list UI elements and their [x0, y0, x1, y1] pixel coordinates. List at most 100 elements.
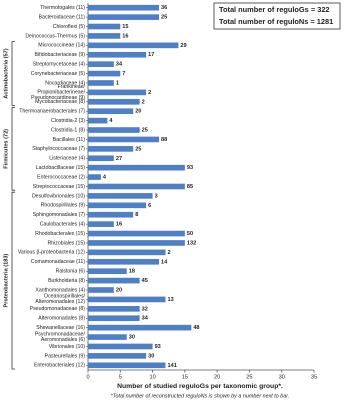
y-tick-label: Sphingomonadales (7) — [33, 212, 85, 218]
data-label: 30 — [148, 353, 154, 359]
bar — [88, 353, 147, 359]
data-label: 141 — [167, 363, 176, 369]
bar — [88, 174, 101, 180]
data-label: 7 — [122, 71, 125, 77]
x-tick-label: 0 — [86, 374, 89, 380]
y-tick-label: Staphylococcaceae (7) — [32, 146, 85, 152]
bar — [88, 324, 192, 331]
y-tick-label: Enterococcaceae (2) — [37, 174, 85, 180]
y-tick-label: Streptococcaceae (15) — [33, 184, 85, 190]
y-tick-label: Rhodobacterales (15) — [35, 231, 85, 237]
y-tick-label: Pseudomonadaceae (8) — [30, 306, 86, 312]
bar — [88, 155, 114, 162]
data-label: 25 — [161, 15, 167, 21]
group-label: Proteobacteria (183) — [3, 254, 9, 308]
bar — [88, 164, 185, 171]
bar — [88, 61, 114, 67]
bar — [88, 136, 160, 143]
data-label: 4 — [103, 175, 107, 181]
data-label: 3 — [155, 193, 158, 199]
y-tick-label: Thermotogales (11) — [40, 5, 85, 11]
data-label: 36 — [161, 5, 167, 11]
y-tick-label: Bifidobacteriaceae (9) — [35, 52, 86, 58]
bar — [88, 296, 166, 303]
y-tick-label: Thermoanaerobacterales (7) — [19, 109, 85, 115]
y-tick-label: Nocardiaceae (4) — [45, 80, 85, 86]
data-label: 93 — [155, 344, 161, 350]
bar — [88, 193, 153, 199]
x-tick-label: 35 — [311, 374, 317, 380]
data-label: 88 — [161, 137, 167, 143]
data-label: 4 — [109, 118, 113, 124]
bar — [88, 98, 140, 105]
y-tick-label: Shewanellaceae (16) — [36, 325, 85, 331]
annotation-box — [213, 2, 341, 30]
data-label: 16 — [116, 222, 122, 228]
data-label: 1 — [116, 80, 119, 86]
bar — [88, 315, 140, 322]
bar — [88, 23, 121, 30]
y-tick-label: Pasteurellales (9) — [45, 353, 86, 359]
bar — [88, 221, 114, 227]
x-tick-label: 15 — [182, 374, 188, 380]
data-label: 17 — [148, 52, 154, 58]
y-tick-label: Bacillales (11) — [53, 137, 85, 143]
bar — [88, 146, 134, 152]
y-tick-label: Alteromonadales (8) — [38, 316, 85, 322]
bar — [88, 51, 147, 58]
data-label: 16 — [122, 33, 128, 39]
y-tick-label: Xanthomonadales (4) — [35, 287, 85, 293]
y-tick-label: Desulfovibrionales (10) — [32, 193, 85, 199]
data-label: 2 — [148, 90, 151, 96]
bar — [88, 268, 127, 275]
bar — [88, 258, 160, 265]
data-label: 20 — [116, 287, 122, 293]
group-label: Firmicutes (72) — [3, 129, 9, 169]
group-bracket — [11, 107, 15, 191]
bar — [88, 334, 127, 340]
data-label: 29 — [180, 43, 186, 49]
data-label: 25 — [142, 128, 148, 134]
data-label: 27 — [116, 156, 122, 162]
data-label: 15 — [122, 24, 128, 30]
y-tick-label: Clostridia-1 (8) — [51, 127, 85, 133]
y-tick-label: Lactobacillaceae (15) — [36, 165, 86, 171]
y-tick-label: Enterobacteriales (12) — [34, 363, 85, 369]
annotation: Total number of reguloGs = 322 — [219, 5, 330, 14]
y-tick-label: Rhizobiales (15) — [48, 240, 86, 246]
annotation: Total number of reguloNs = 1281 — [219, 17, 333, 26]
data-label: 50 — [187, 231, 193, 237]
data-label: 20 — [135, 109, 141, 115]
data-label: 14 — [161, 259, 168, 265]
bar — [88, 277, 140, 284]
data-label: 18 — [129, 269, 135, 275]
bar — [88, 33, 121, 39]
footnote: *Total number of reconstructed reguloNs … — [111, 393, 290, 399]
x-tick-label: 30 — [279, 374, 285, 380]
group-bracket — [11, 41, 15, 106]
bar — [88, 343, 153, 350]
y-tick-label: Various β-proteobacteria (12) — [18, 250, 85, 256]
data-label: 93 — [187, 165, 193, 171]
y-tick-label: Bacteroidaceae (11) — [39, 14, 86, 20]
data-label: 6 — [148, 203, 151, 209]
bar — [88, 211, 134, 218]
y-tick-label: Rhodospirillales (9) — [41, 203, 86, 209]
y-tick-label: Micrococcineae (14) — [38, 43, 85, 49]
data-label: 132 — [187, 240, 196, 246]
data-label: 13 — [167, 297, 173, 303]
y-tick-label: Caulobacterales (4) — [40, 222, 86, 228]
bar — [88, 240, 185, 246]
y-tick-label: Chloroflexi (5) — [53, 24, 86, 30]
y-tick-label: Oceanospirillales/Alteromonadales (12) — [35, 294, 85, 305]
group-bracket — [11, 191, 15, 370]
y-tick-label: Streptomycetaceae (4) — [33, 62, 86, 68]
data-label: 34 — [142, 316, 149, 322]
bar — [88, 362, 166, 369]
bar — [88, 89, 147, 96]
data-label: 45 — [142, 278, 148, 284]
data-label: 34 — [116, 62, 123, 68]
x-tick-label: 10 — [149, 374, 155, 380]
data-label: 48 — [193, 325, 199, 331]
